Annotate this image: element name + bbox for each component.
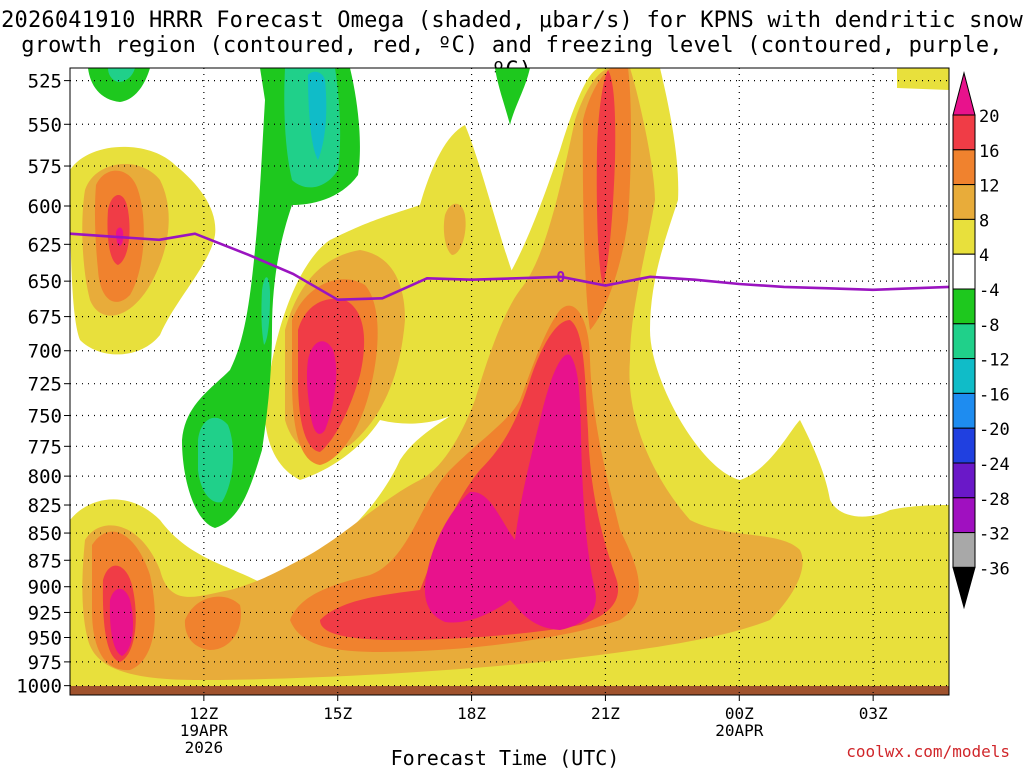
site-credit: coolwx.com/models bbox=[846, 742, 1010, 761]
colorbar-band bbox=[952, 497, 976, 534]
omega-region-goldenrod-spot bbox=[443, 203, 466, 255]
colorbar-band bbox=[952, 288, 976, 325]
terrain-band bbox=[70, 686, 949, 695]
colorbar-band bbox=[952, 427, 976, 464]
omega-region-cyan-core bbox=[308, 71, 327, 160]
colorbar-label: -4 bbox=[979, 281, 999, 301]
y-tick-label: 575 bbox=[28, 156, 62, 178]
plot-frame bbox=[69, 67, 950, 696]
omega-region-green-sliver bbox=[495, 68, 530, 125]
x-axis-label: Forecast Time (UTC) bbox=[391, 746, 620, 768]
colorbar-label: -28 bbox=[979, 490, 1010, 510]
y-tick-label: 525 bbox=[28, 71, 62, 93]
y-tick-label: 900 bbox=[28, 577, 62, 599]
colorbar-over-triangle bbox=[952, 71, 976, 116]
y-tick-label: 725 bbox=[28, 374, 62, 396]
x-tick-label: 00Z bbox=[725, 704, 754, 723]
freezing-level-label: 0 bbox=[556, 268, 565, 286]
colorbar-label: -16 bbox=[979, 385, 1010, 405]
x-tick-label: 03Z bbox=[859, 704, 888, 723]
y-tick-label: 775 bbox=[28, 436, 62, 458]
colorbar-band bbox=[952, 532, 976, 568]
x-tick-label: 2026 bbox=[185, 738, 224, 757]
colorbar-label: -24 bbox=[979, 455, 1010, 475]
omega-region-yellow-top-right bbox=[897, 68, 949, 90]
colorbar-label: 8 bbox=[979, 211, 989, 231]
x-tick-label: 21Z bbox=[591, 704, 620, 723]
y-tick-label: 750 bbox=[28, 406, 62, 428]
omega-region-teal-lower bbox=[198, 417, 234, 503]
colorbar-label: -32 bbox=[979, 525, 1010, 545]
x-tick-label: 20APR bbox=[715, 721, 764, 740]
colorbar-band bbox=[952, 392, 976, 429]
omega-region-magenta-lowlevel bbox=[109, 588, 134, 656]
colorbar-label: 12 bbox=[979, 177, 999, 197]
colorbar-label: 20 bbox=[979, 107, 999, 127]
colorbar-band bbox=[952, 114, 976, 151]
y-tick-label: 700 bbox=[28, 341, 62, 363]
freezing-level-line bbox=[69, 232, 950, 302]
y-tick-label: 550 bbox=[28, 114, 62, 136]
colorbar-label: -36 bbox=[979, 559, 1010, 579]
omega-region-orange-small bbox=[184, 596, 241, 650]
colorbar-band bbox=[952, 149, 976, 186]
y-tick-label: 650 bbox=[28, 271, 62, 293]
x-tick-label: 15Z bbox=[323, 704, 352, 723]
colorbar-band bbox=[952, 218, 976, 255]
omega-shaded-field bbox=[70, 68, 949, 695]
colorbar-band bbox=[952, 462, 976, 499]
colorbar-label: 16 bbox=[979, 142, 999, 162]
colorbar-band bbox=[952, 323, 976, 360]
x-tick-label: 12Z bbox=[189, 704, 218, 723]
y-tick-label: 950 bbox=[28, 627, 62, 649]
y-tick-label: 675 bbox=[28, 307, 62, 329]
omega-region-teal-top-left bbox=[108, 68, 135, 82]
y-tick-label: 850 bbox=[28, 523, 62, 545]
colorbar-band bbox=[952, 253, 976, 290]
x-tick-label: 19APR bbox=[180, 721, 229, 740]
y-tick-label: 625 bbox=[28, 234, 62, 256]
colorbar-label: -12 bbox=[979, 351, 1010, 371]
y-tick-label: 975 bbox=[28, 652, 62, 674]
y-tick-label: 925 bbox=[28, 602, 62, 624]
colorbar-band bbox=[952, 184, 976, 220]
y-tick-label: 875 bbox=[28, 550, 62, 572]
colorbar-band bbox=[952, 358, 976, 394]
colorbar-label: 4 bbox=[979, 246, 989, 266]
omega-region-green-thin bbox=[261, 277, 270, 345]
colorbar: 20 16 12 8 4 -4 -8 -12 -16 -20 -24 -28 -32 -36 bbox=[952, 71, 1010, 610]
y-tick-label: 800 bbox=[28, 466, 62, 488]
omega-region-green-top-left bbox=[88, 68, 150, 102]
x-tick-label: 18Z bbox=[457, 704, 486, 723]
omega-region-magenta-central bbox=[424, 354, 596, 630]
y-tick-label: 1000 bbox=[16, 676, 62, 698]
y-tick-label: 825 bbox=[28, 495, 62, 517]
omega-region-magenta-mid bbox=[306, 341, 337, 434]
chart-title-line2: growth region (contoured, red, ºC) and f… bbox=[21, 33, 1003, 83]
colorbar-under-triangle bbox=[952, 566, 976, 610]
chart-title-line1: 2026041910 HRRR Forecast Omega (shaded, … bbox=[1, 8, 1023, 33]
freezing-level-contour: 0 bbox=[69, 232, 950, 302]
y-tick-label: 600 bbox=[28, 196, 62, 218]
dotted-grid bbox=[70, 68, 949, 695]
colorbar-label: -20 bbox=[979, 420, 1010, 440]
pressure-axis: 525 550 575 600 625 650 675 700 725 750 775 800 825 8… bbox=[16, 71, 70, 698]
colorbar-label: -8 bbox=[979, 316, 999, 336]
